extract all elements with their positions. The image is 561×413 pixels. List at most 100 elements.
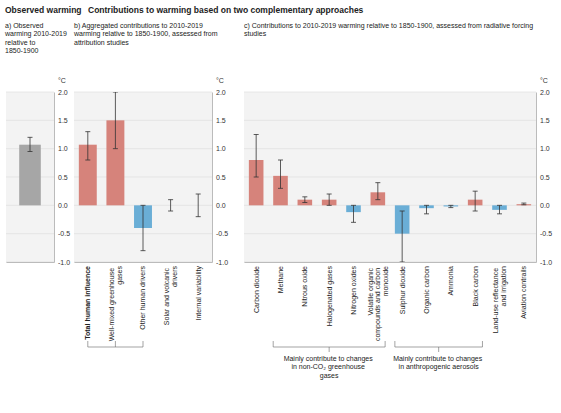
error-cap: [113, 148, 118, 149]
tick-label: Other human drivers: [139, 266, 146, 330]
error-bar: [329, 194, 330, 205]
text-line: monoxide: [382, 266, 389, 296]
tick-label: 0.0: [540, 202, 550, 209]
tick: Nitrous oxide: [301, 266, 308, 307]
text-line: and irrigation: [500, 266, 508, 307]
error-cap: [168, 199, 173, 200]
tick: Land-use reflectance and irrigation: [492, 266, 508, 333]
tick-label: 0.0: [58, 202, 68, 209]
bar: [19, 145, 41, 206]
tick: Well-mixed greenhouse gases: [108, 266, 124, 342]
tick-label: 0.5: [216, 174, 226, 181]
axis-line: [75, 262, 213, 263]
error-bar: [143, 205, 144, 250]
text-line: warming 2010-2019: [4, 30, 69, 38]
error-cap: [448, 207, 453, 208]
tick-label: Land-use reflectance and irrigation: [492, 266, 508, 333]
tick: 1.5: [536, 117, 550, 124]
tick-label: 1.0: [216, 145, 226, 152]
y-axis: -1.0-0.50.00.51.01.52.0: [54, 89, 70, 266]
annotation-text: Mainly contribute to changes in anthropo…: [393, 355, 484, 371]
error-bar: [87, 132, 88, 160]
text-line: Aviation contrails: [520, 266, 527, 319]
tick: 2.0: [536, 89, 550, 96]
tick: -0.5: [212, 230, 228, 237]
tick-label: Organic carbon: [423, 266, 431, 314]
error-bar: [402, 211, 403, 262]
error-cap: [473, 211, 478, 212]
error-bar: [198, 194, 199, 217]
error-cap: [521, 204, 526, 205]
tick-label: -1.0: [216, 259, 228, 266]
error-cap: [278, 188, 283, 189]
error-cap: [302, 196, 307, 197]
tick: -0.5: [54, 230, 70, 237]
axis-line: [54, 93, 55, 263]
tick: 1.0: [536, 145, 550, 152]
tick-label: -1.0: [540, 259, 552, 266]
bar: [517, 204, 532, 205]
text-line: gases: [320, 372, 339, 380]
subtitle: c) Contributions to 2010-2019 warming re…: [244, 22, 535, 37]
grid-line: [244, 148, 536, 149]
error-cap: [141, 205, 146, 206]
panel: Observed warminga) Observed warming 2010…: [4, 5, 82, 266]
axis-line: [212, 93, 213, 263]
text-line: Nitrous oxide: [301, 266, 308, 307]
tick: 0.0: [54, 202, 68, 209]
tick: Solar and volcanic drivers: [163, 266, 178, 326]
text-line: Mainly contribute to changes: [284, 355, 375, 363]
error-cap: [28, 151, 33, 152]
tick: 1.5: [212, 117, 226, 124]
x-axis: [7, 262, 55, 263]
tick-label: -0.5: [216, 230, 228, 237]
error-cap: [400, 211, 405, 212]
tick: Other human drivers: [139, 266, 146, 330]
tick: -1.0: [212, 259, 228, 266]
tick: 1.5: [54, 117, 68, 124]
annotation: Mainly contribute to changes in anthropo…: [393, 341, 484, 371]
tick: Volatile organic compounds and carbon mo…: [367, 266, 389, 341]
bracket-line: [88, 347, 143, 348]
tick-label: Aviation contrails: [520, 266, 527, 319]
axis-title: °C: [540, 77, 548, 84]
tick: 0.0: [536, 202, 550, 209]
x-axis: Carbon dioxideMethaneNitrous oxideHaloge…: [245, 263, 537, 342]
tick-label: Well-mixed greenhouse gases: [108, 266, 124, 342]
tick: Aviation contrails: [520, 266, 527, 319]
text-line: relative to: [5, 39, 37, 46]
error-cap: [168, 211, 173, 212]
tick-label: -0.5: [540, 230, 552, 237]
tick: -1.0: [536, 259, 552, 266]
error-cap: [85, 160, 90, 161]
tick-label: Black carbon: [472, 266, 479, 307]
text-line: b) Aggregated contributions to 2010-2019: [74, 22, 205, 30]
text-line: gases: [116, 266, 124, 285]
tick-label: 0.0: [216, 202, 226, 209]
plot-background: [6, 92, 54, 262]
tick: -0.5: [536, 230, 552, 237]
grid-line: [74, 120, 212, 121]
axis-line: [536, 93, 537, 263]
subtitle: b) Aggregated contributions to 2010-2019…: [73, 22, 220, 46]
tick: Ammonia: [447, 266, 454, 296]
error-cap: [400, 262, 405, 263]
text-line: studies: [244, 30, 267, 37]
figure: Observed warminga) Observed warming 2010…: [0, 0, 561, 413]
text-line: Sulphur dioxide: [399, 266, 407, 314]
y-axis: -1.0-0.50.00.51.01.52.0: [536, 89, 552, 266]
marks: [19, 137, 41, 205]
axis-line: [7, 262, 55, 263]
tick-label: 1.0: [58, 145, 68, 152]
marks: [249, 135, 531, 263]
error-cap: [448, 205, 453, 206]
error-cap: [254, 134, 259, 135]
tick-label: Carbon dioxide: [253, 266, 260, 313]
tick-label: Nitrogen oxides: [350, 266, 358, 315]
text-line: drivers: [171, 266, 178, 288]
tick: -1.0: [54, 259, 70, 266]
tick-label: Volatile organic compounds and carbon mo…: [367, 266, 389, 341]
error-cap: [351, 222, 356, 223]
grid-line: [6, 92, 54, 93]
error-cap: [278, 160, 283, 161]
